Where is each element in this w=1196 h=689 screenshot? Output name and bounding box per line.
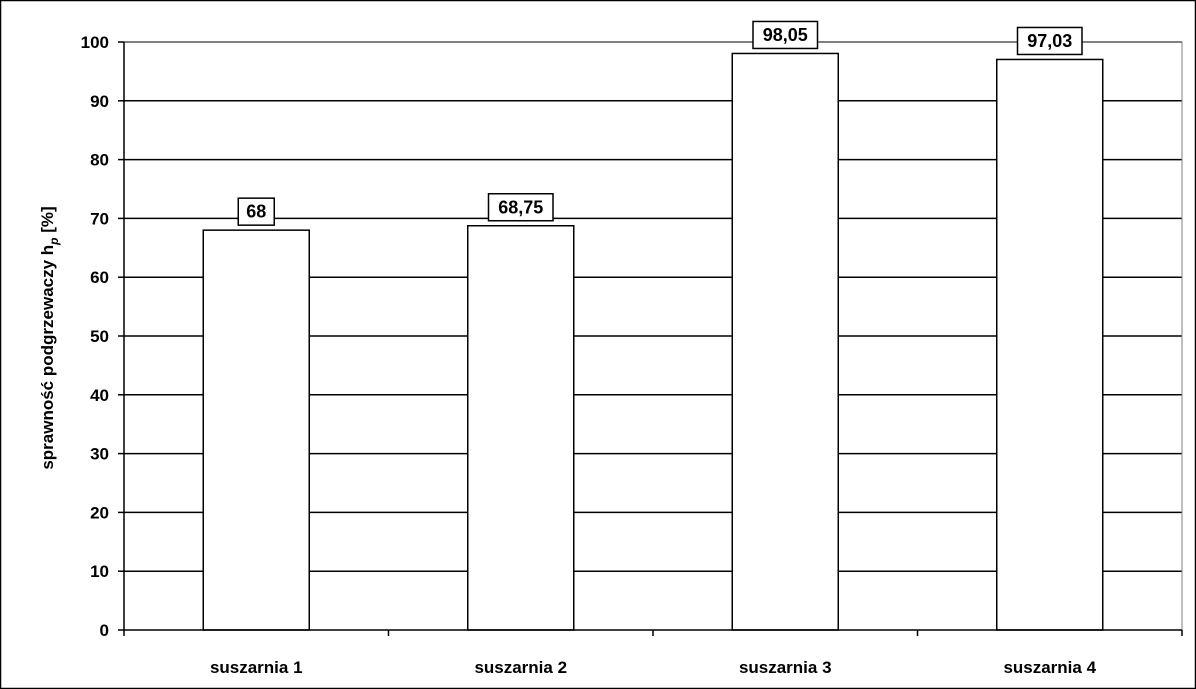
y-tick-label: 50 <box>90 327 109 346</box>
y-tick-label: 10 <box>90 562 109 581</box>
data-label-box <box>752 20 819 50</box>
y-axis-label-unit: [%] <box>38 206 57 237</box>
data-label-box <box>237 197 275 226</box>
x-tick-label: suszarnia 3 <box>739 658 832 677</box>
y-axis-label-main: sprawność podgrzewaczy h <box>38 245 57 470</box>
y-tick-label: 40 <box>90 386 109 405</box>
data-label: 68,75 <box>498 197 543 217</box>
y-tick-label: 70 <box>90 209 109 228</box>
y-tick-label: 90 <box>90 92 109 111</box>
x-tick-label: suszarnia 4 <box>1003 658 1096 677</box>
y-axis-label-subscript: p <box>47 237 61 245</box>
y-tick-label: 20 <box>90 503 109 522</box>
data-labels: 68 68,75 98,05 97,03 <box>237 20 1083 226</box>
data-label: 97,03 <box>1027 31 1072 51</box>
y-tick-label: 80 <box>90 151 109 170</box>
y-tick-label: 60 <box>90 268 109 287</box>
y-tick-label: 100 <box>81 33 109 52</box>
bar <box>731 52 839 631</box>
y-tick-label: 0 <box>100 621 109 640</box>
x-tick-label: suszarnia 1 <box>210 658 303 677</box>
y-tick-label: 30 <box>90 445 109 464</box>
bar <box>467 225 575 631</box>
data-label-box <box>1016 26 1083 56</box>
bar <box>202 229 310 631</box>
data-label-box <box>487 193 554 222</box>
bars <box>202 52 1104 631</box>
x-tick-label: suszarnia 2 <box>474 658 567 677</box>
y-axis-label: sprawność podgrzewaczy hp [%] <box>38 206 61 469</box>
axes: 0 10 20 30 40 50 60 70 80 90 100 suszarnia 1 suszarn… <box>81 33 1183 677</box>
data-label: 68 <box>246 202 266 222</box>
bar <box>996 58 1104 631</box>
data-label: 98,05 <box>763 25 808 45</box>
